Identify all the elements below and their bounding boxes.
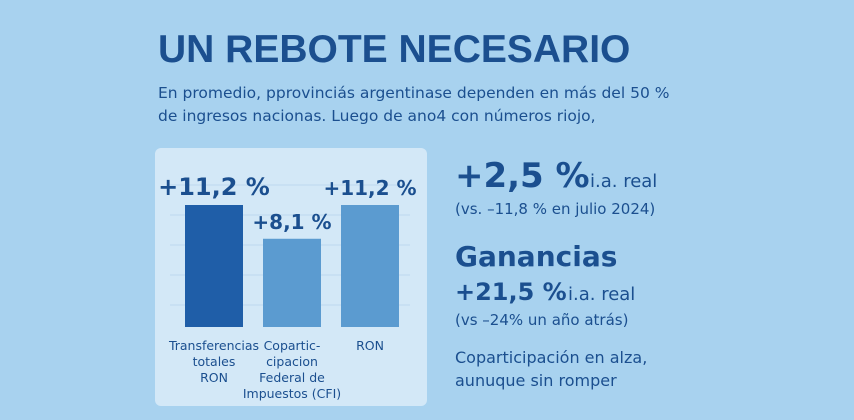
category-label: Federal de xyxy=(259,370,325,385)
category-label: Copartic- xyxy=(264,338,321,353)
bar xyxy=(341,205,399,327)
subtitle: de ingresos nacionas. Luego de ano4 con … xyxy=(158,107,596,125)
stat-unit: i.a. real xyxy=(568,284,635,305)
stat-note: (vs. –11,8 % en julio 2024) xyxy=(455,200,655,218)
category-label: cipacion xyxy=(266,354,318,369)
stat-unit: i.a. real xyxy=(590,171,657,192)
footer-text: aunuque sin romper xyxy=(455,371,617,390)
title: UN REBOTE NECESARIO xyxy=(158,28,630,71)
bar xyxy=(185,205,243,327)
stat-value: +21,5 % xyxy=(455,278,567,306)
category-label: totales xyxy=(193,354,236,369)
value-label: +11,2 % xyxy=(158,173,270,201)
category-label: RON xyxy=(356,338,384,353)
stat-value: +2,5 % xyxy=(455,156,590,196)
subtitle: En promedio, pprovinciás argentinase dep… xyxy=(158,84,669,102)
bar xyxy=(263,238,321,327)
value-label: +11,2 % xyxy=(323,176,416,200)
category-label: RON xyxy=(200,370,228,385)
stat-note: (vs –24% un año atrás) xyxy=(455,311,628,329)
value-label: +8,1 % xyxy=(252,210,331,234)
category-label: Transferencias xyxy=(168,338,259,353)
stat-heading: Ganancias xyxy=(455,240,617,273)
footer-text: Coparticipación en alza, xyxy=(455,348,647,367)
category-label: Impuestos (CFI) xyxy=(243,386,341,401)
